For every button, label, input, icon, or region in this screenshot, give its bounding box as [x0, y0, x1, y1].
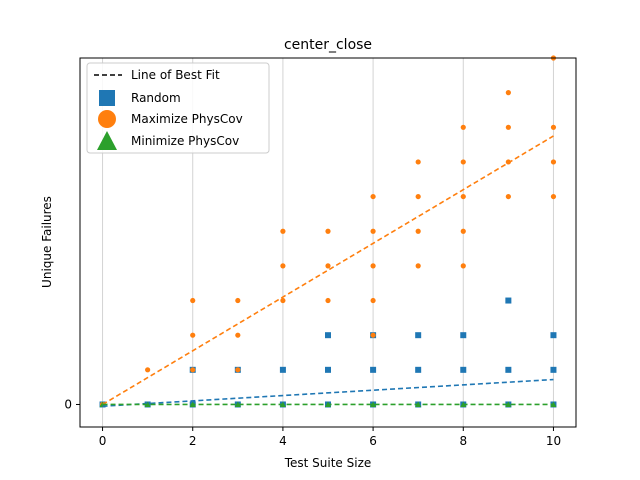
legend-minimize-swatch — [97, 131, 117, 150]
data-point-circle — [190, 367, 196, 373]
legend-maximize-swatch — [98, 110, 116, 128]
x-tick-label: 8 — [459, 434, 467, 448]
legend-box — [86, 62, 270, 154]
legend-label-minimize: Minimize PhysCov — [131, 134, 239, 148]
data-point-circle — [235, 367, 241, 373]
data-point-square — [415, 332, 422, 339]
data-point-circle — [460, 193, 466, 200]
data-point-circle — [415, 159, 421, 165]
x-tick-label: 6 — [369, 434, 377, 448]
fit-line — [102, 378, 554, 408]
data-point-circle — [370, 332, 376, 338]
data-point-circle — [370, 263, 376, 269]
data-point-circle — [370, 193, 376, 200]
legend-label-fit: Line of Best Fit — [131, 68, 220, 82]
axes-ticks: 0 2 4 6 8 10 0 — [64, 397, 561, 448]
data-point-circle — [415, 263, 421, 269]
data-point-square — [325, 332, 331, 339]
data-point-square — [460, 332, 467, 339]
data-point-square — [415, 366, 422, 373]
fit-lines — [102, 135, 554, 408]
data-point-circle — [460, 263, 466, 269]
data-point-circle — [550, 159, 557, 165]
data-point-square — [550, 332, 557, 339]
data-point-circle — [325, 228, 331, 234]
y-tick-label: 0 — [64, 397, 72, 411]
plot-frame — [79, 57, 577, 428]
data-point-circle — [460, 228, 466, 234]
legend-random-swatch — [99, 90, 115, 106]
data-point-square — [550, 366, 557, 373]
y-axis-label: Unique Failures — [40, 196, 54, 288]
legend-label-random: Random — [131, 91, 181, 105]
data-point-square — [505, 297, 512, 304]
data-point-square — [460, 366, 467, 373]
data-point-circle — [415, 228, 421, 234]
data-point-circle — [370, 228, 376, 234]
data-point-circle — [460, 159, 466, 165]
x-axis-label: Test Suite Size — [284, 456, 372, 470]
data-point-circle — [325, 263, 331, 269]
data-point-circle — [370, 297, 376, 304]
data-point-circle — [505, 90, 511, 96]
data-point-circle — [550, 124, 557, 130]
data-point-circle — [460, 124, 466, 130]
data-point-circle — [190, 297, 196, 304]
data-point-triangle — [370, 401, 377, 407]
x-tick-label: 2 — [189, 434, 197, 448]
data-point-square — [279, 366, 286, 373]
fit-line — [102, 135, 554, 406]
data-point-triangle — [505, 401, 512, 407]
data-point-square — [505, 366, 512, 373]
data-point-triangle — [234, 401, 241, 407]
data-point-triangle — [144, 401, 151, 407]
data-point-circle — [505, 124, 511, 130]
data-point-circle — [280, 297, 286, 304]
data-point-circle — [415, 193, 421, 200]
data-point-circle — [550, 193, 557, 200]
data-point-circle — [235, 332, 241, 338]
x-tick-label: 4 — [279, 434, 287, 448]
data-point-circle — [325, 297, 331, 304]
data-point-circle — [505, 193, 511, 200]
data-point-circle — [235, 297, 241, 304]
data-point-square — [370, 366, 377, 373]
data-point-circle — [145, 367, 151, 373]
data-point-square — [325, 366, 331, 373]
legend: Line of Best Fit Random Maximize PhysCov… — [86, 62, 270, 154]
data-point-circle — [190, 332, 196, 338]
x-tick-label: 0 — [99, 434, 107, 448]
chart-title: center_close — [284, 37, 372, 53]
x-tick-label: 10 — [546, 434, 561, 448]
data-point-circle — [280, 228, 286, 234]
legend-label-maximize: Maximize PhysCov — [131, 112, 243, 126]
data-point-circle — [280, 263, 286, 269]
